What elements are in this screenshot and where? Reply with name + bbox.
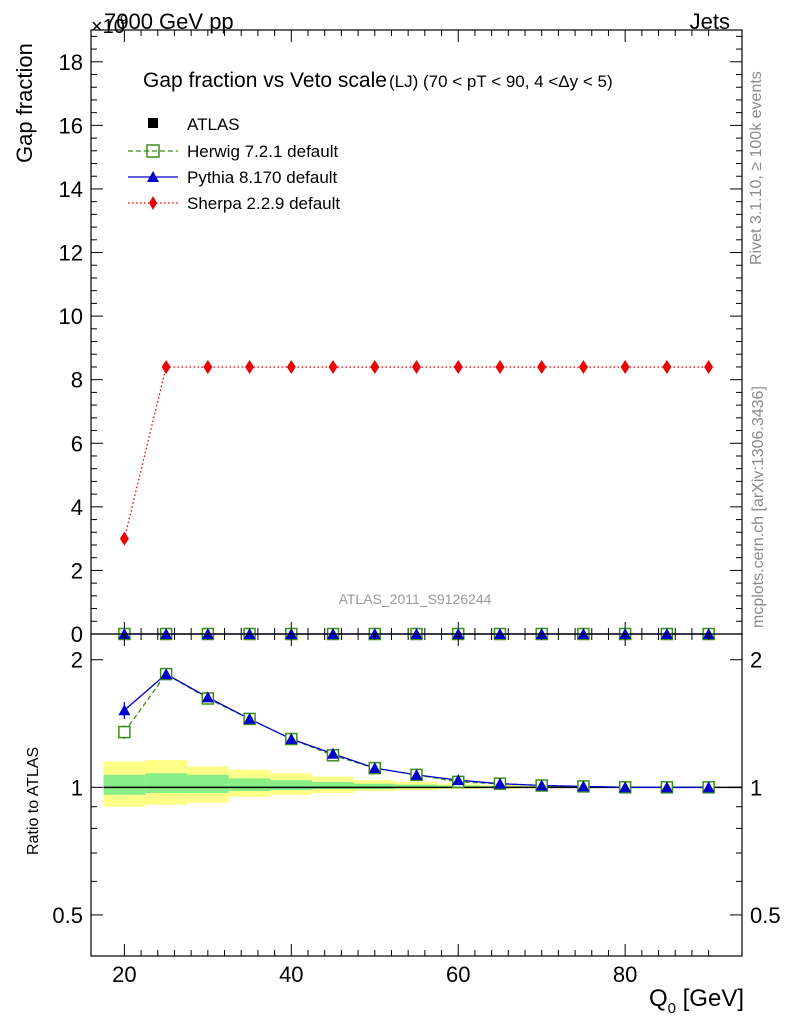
pythia-ratio-point: [243, 712, 256, 724]
pythia-ratio-point: [201, 691, 214, 703]
sherpa-main-point: [119, 531, 129, 546]
pythia-ratio-point: [368, 762, 381, 774]
legend-sherpa-label: Sherpa 2.2.9 default: [187, 194, 340, 213]
ratio-band-inner: [353, 783, 396, 790]
legend-atlas-label: ATLAS: [187, 115, 240, 134]
main-ytick-label: 6: [71, 431, 83, 456]
sherpa-main-point: [620, 359, 630, 374]
xlabel: Q0 [GeV]: [649, 985, 744, 1017]
ratio-uncertainty-bands: [103, 760, 730, 807]
pythia-ratio-point: [702, 781, 715, 793]
ratio-xtick-label: 80: [613, 962, 637, 987]
pythia-ratio-point: [285, 733, 298, 745]
ratio-ytick-label: 2: [71, 648, 83, 673]
sherpa-main-point: [286, 359, 296, 374]
main-ytick-label: 18: [59, 50, 83, 75]
sherpa-main-point: [704, 359, 714, 374]
sherpa-main-point: [495, 359, 505, 374]
pythia-ratio-point: [452, 774, 465, 786]
main-ytick-label: 12: [59, 241, 83, 266]
sherpa-main-point: [203, 359, 213, 374]
legend-herwig-label: Herwig 7.2.1 default: [187, 142, 338, 161]
analysis-watermark: ATLAS_2011_S9126244: [339, 591, 492, 607]
chart-title: Gap fraction vs Veto scale (LJ) (70 < pT …: [143, 69, 613, 92]
pythia-ratio-point: [493, 777, 506, 789]
main-axes: 0 2 4 6 8 10 12 14 16 18: [59, 29, 743, 647]
sherpa-main-point: [245, 359, 255, 374]
pythia-ratio-point: [410, 768, 423, 780]
legend-atlas-marker: [148, 118, 158, 128]
rivet-label: Rivet 3.1.10, ≥ 100k events: [748, 71, 765, 265]
pythia-ratio-point: [535, 779, 548, 791]
pythia-ratio-point: [327, 747, 340, 759]
herwig-ratio-point: [118, 725, 131, 739]
legend: ATLAS Herwig 7.2.1 default Pythia 8.170 …: [128, 115, 340, 213]
pythia-ratio-point: [619, 781, 632, 793]
ratio-xtick-label: 40: [279, 962, 303, 987]
main-ytick-label: 16: [59, 113, 83, 138]
ratio-band-inner: [145, 773, 187, 793]
legend-herwig-marker: [146, 144, 160, 158]
ratio-xtick-label: 60: [446, 962, 470, 987]
pythia-ratio-point: [577, 780, 590, 792]
legend-pythia-label: Pythia 8.170 default: [187, 168, 338, 187]
legend-pythia-marker: [147, 171, 159, 182]
pythia-ratio-point: [118, 704, 131, 716]
ratio-band-inner: [270, 780, 313, 791]
pythia-ratio-point: [160, 668, 173, 680]
ratio-band-inner: [228, 778, 271, 792]
exponent-power: 9: [120, 12, 127, 27]
ratio-band-inner: [312, 781, 354, 790]
ratio-xtick-label: 20: [112, 962, 136, 987]
sherpa-main-point: [662, 359, 672, 374]
main-ytick-label: 4: [71, 495, 83, 520]
ratio-axes: 0.5 0.5 1 1 2 2 20 40 60 80: [52, 633, 781, 987]
pythia-ratio-point: [660, 781, 673, 793]
ratio-band-inner: [186, 774, 229, 793]
main-ylabel: Gap fraction: [12, 43, 37, 163]
main-ytick-label: 2: [71, 558, 83, 583]
ratio-ylabel: Ratio to ATLAS: [25, 747, 42, 855]
sherpa-main-point: [328, 359, 338, 374]
ratio-plot-marks: [118, 667, 715, 794]
sherpa-main-point: [537, 359, 547, 374]
ratio-ytick-label-right: 1: [750, 775, 762, 800]
ratio-ytick-label: 0.5: [52, 903, 83, 928]
sherpa-main-point: [412, 359, 421, 374]
ratio-frame: [90, 633, 743, 957]
main-ytick-label: 0: [71, 622, 83, 647]
sherpa-main-point: [370, 359, 380, 374]
main-ytick-label: 8: [71, 368, 83, 393]
main-ytick-label: 14: [59, 177, 83, 202]
sherpa-main-point: [578, 359, 588, 374]
main-ytick-label: 10: [59, 304, 83, 329]
mcplots-label: mcplots.cern.ch [arXiv:1306.3436]: [750, 386, 767, 628]
ratio-ytick-label-right: 0.5: [750, 903, 781, 928]
sherpa-main-line: [123, 366, 709, 539]
legend-sherpa-marker: [149, 196, 157, 210]
ratio-ytick-label: 1: [71, 775, 83, 800]
sherpa-main-point: [161, 359, 171, 374]
ratio-ytick-label-right: 2: [750, 648, 762, 673]
exponent-label: ×10: [91, 16, 125, 38]
ratio-band-inner: [395, 784, 438, 789]
ratio-band-inner: [103, 774, 146, 795]
sherpa-main-point: [453, 359, 463, 374]
